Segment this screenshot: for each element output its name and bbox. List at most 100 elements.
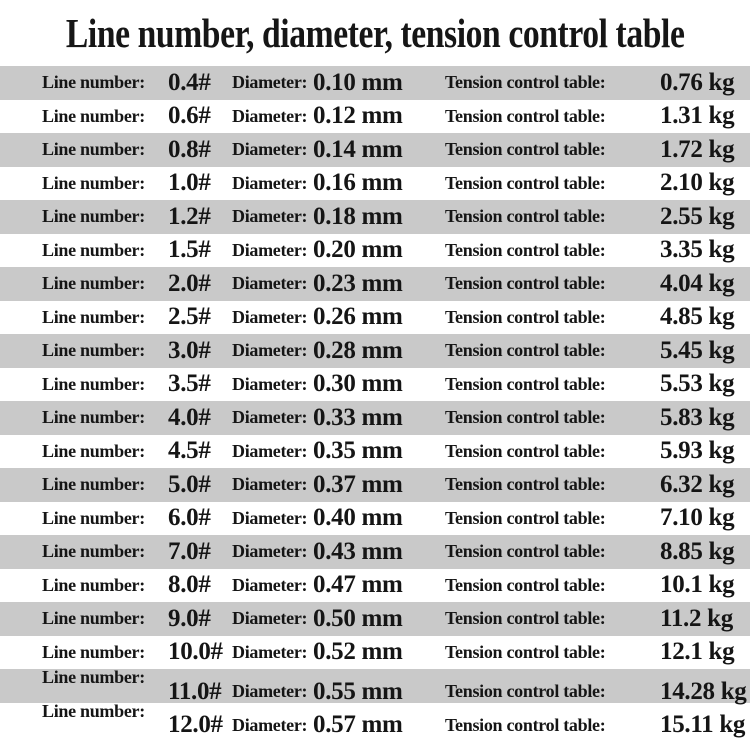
diameter-value: 0.23 mm — [313, 269, 403, 297]
tension-label: Tension control table: — [445, 373, 606, 394]
diameter-label: Diameter: — [232, 440, 308, 461]
line-number-label: Line number: — [42, 440, 145, 461]
table-row: Line number: 9.0# Diameter: 0.50 mm Tens… — [0, 602, 750, 636]
tension-label: Tension control table: — [445, 681, 606, 702]
diameter-value: 0.57 mm — [313, 711, 403, 739]
table-row: Line number: 4.5# Diameter: 0.35 mm Tens… — [0, 434, 750, 468]
table-row: Line number: 0.8# Diameter: 0.14 mm Tens… — [0, 133, 750, 167]
tension-label: Tension control table: — [445, 105, 606, 126]
tension-label: Tension control table: — [445, 608, 606, 629]
line-number-label: Line number: — [42, 172, 145, 193]
line-number-label: Line number: — [42, 273, 145, 294]
diameter-label: Diameter: — [232, 507, 308, 528]
tension-label: Tension control table: — [445, 714, 606, 735]
tension-value: 1.72 kg — [660, 135, 735, 163]
tension-label: Tension control table: — [445, 139, 606, 160]
diameter-label: Diameter: — [232, 273, 308, 294]
line-number-label: Line number: — [42, 574, 145, 595]
table-row: Line number: 1.2# Diameter: 0.18 mm Tens… — [0, 200, 750, 234]
line-number-label: Line number: — [42, 239, 145, 260]
line-number-value: 1.5# — [168, 236, 211, 264]
tension-value: 11.2 kg — [660, 604, 733, 632]
diameter-value: 0.52 mm — [313, 638, 403, 666]
line-number-value: 0.8# — [168, 135, 211, 163]
tension-value: 10.1 kg — [660, 571, 735, 599]
tension-label: Tension control table: — [445, 507, 606, 528]
table-row: Line number: 12.0# Diameter: 0.57 mm Ten… — [0, 700, 750, 739]
tension-value: 6.32 kg — [660, 470, 735, 498]
line-number-value: 7.0# — [168, 537, 211, 565]
diameter-label: Diameter: — [232, 474, 308, 495]
tension-label: Tension control table: — [445, 273, 606, 294]
line-number-value: 10.0# — [168, 638, 223, 666]
tension-value: 2.10 kg — [660, 169, 735, 197]
table-row: Line number: 7.0# Diameter: 0.43 mm Tens… — [0, 535, 750, 569]
tension-label: Tension control table: — [445, 541, 606, 562]
table-row: Line number: 1.0# Diameter: 0.16 mm Tens… — [0, 166, 750, 200]
table-row: Line number: 1.5# Diameter: 0.20 mm Tens… — [0, 233, 750, 267]
diameter-value: 0.10 mm — [313, 68, 403, 96]
diameter-label: Diameter: — [232, 373, 308, 394]
tension-label: Tension control table: — [445, 641, 606, 662]
diameter-value: 0.33 mm — [313, 403, 403, 431]
table-row: Line number: 0.4# Diameter: 0.10 mm Tens… — [0, 66, 750, 100]
tension-label: Tension control table: — [445, 172, 606, 193]
diameter-value: 0.18 mm — [313, 202, 403, 230]
table-row: Line number: 2.5# Diameter: 0.26 mm Tens… — [0, 300, 750, 334]
line-number-value: 6.0# — [168, 504, 211, 532]
tension-value: 0.76 kg — [660, 68, 735, 96]
line-number-value: 0.4# — [168, 68, 211, 96]
diameter-label: Diameter: — [232, 608, 308, 629]
line-number-value: 9.0# — [168, 604, 211, 632]
diameter-value: 0.16 mm — [313, 169, 403, 197]
table-row: Line number: 3.0# Diameter: 0.28 mm Tens… — [0, 334, 750, 368]
tension-value: 14.28 kg — [660, 677, 747, 705]
line-number-label: Line number: — [42, 373, 145, 394]
line-number-value: 3.0# — [168, 336, 211, 364]
tension-label: Tension control table: — [445, 407, 606, 428]
tension-value: 8.85 kg — [660, 537, 735, 565]
diameter-label: Diameter: — [232, 306, 308, 327]
table-row: Line number: 5.0# Diameter: 0.37 mm Tens… — [0, 468, 750, 502]
line-number-value: 1.0# — [168, 169, 211, 197]
tension-value: 15.11 kg — [660, 711, 746, 739]
diameter-label: Diameter: — [232, 72, 308, 93]
tension-value: 5.93 kg — [660, 437, 735, 465]
diameter-value: 0.40 mm — [313, 504, 403, 532]
table-row: Line number: 10.0# Diameter: 0.52 mm Ten… — [0, 635, 750, 669]
table-row: Line number: 8.0# Diameter: 0.47 mm Tens… — [0, 568, 750, 602]
line-number-label: Line number: — [42, 407, 145, 428]
table-row: Line number: 4.0# Diameter: 0.33 mm Tens… — [0, 401, 750, 435]
diameter-value: 0.35 mm — [313, 437, 403, 465]
diameter-value: 0.43 mm — [313, 537, 403, 565]
diameter-value: 0.20 mm — [313, 236, 403, 264]
line-number-label: Line number: — [42, 139, 145, 160]
diameter-value: 0.14 mm — [313, 135, 403, 163]
line-number-value: 8.0# — [168, 571, 211, 599]
diameter-label: Diameter: — [232, 714, 308, 735]
line-number-label: Line number: — [42, 700, 145, 721]
diameter-label: Diameter: — [232, 139, 308, 160]
diameter-value: 0.55 mm — [313, 677, 403, 705]
tension-value: 4.04 kg — [660, 269, 735, 297]
tension-label: Tension control table: — [445, 474, 606, 495]
tension-value: 5.53 kg — [660, 370, 735, 398]
tension-value: 12.1 kg — [660, 638, 735, 666]
diameter-label: Diameter: — [232, 574, 308, 595]
line-number-label: Line number: — [42, 541, 145, 562]
diameter-value: 0.28 mm — [313, 336, 403, 364]
tension-value: 4.85 kg — [660, 303, 735, 331]
line-number-label: Line number: — [42, 105, 145, 126]
table-row: Line number: 11.0# Diameter: 0.55 mm Ten… — [0, 667, 750, 705]
tension-value: 5.45 kg — [660, 336, 735, 364]
line-number-value: 5.0# — [168, 470, 211, 498]
page-title: Line number, diameter, tension control t… — [65, 10, 685, 56]
line-number-label: Line number: — [42, 206, 145, 227]
table-row: Line number: 0.6# Diameter: 0.12 mm Tens… — [0, 99, 750, 133]
diameter-value: 0.50 mm — [313, 604, 403, 632]
table-row: Line number: 6.0# Diameter: 0.40 mm Tens… — [0, 501, 750, 535]
diameter-label: Diameter: — [232, 172, 308, 193]
tension-label: Tension control table: — [445, 239, 606, 260]
diameter-value: 0.47 mm — [313, 571, 403, 599]
line-number-value: 2.0# — [168, 269, 211, 297]
